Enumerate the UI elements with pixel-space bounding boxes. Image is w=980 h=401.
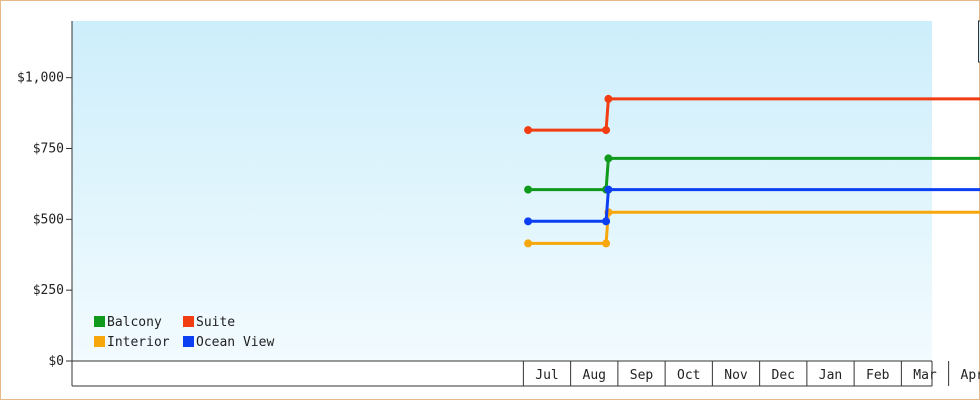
series-point xyxy=(604,186,612,194)
x-tick-label: Jul xyxy=(535,368,558,383)
y-tick-label: $750 xyxy=(33,142,64,157)
x-tick-label: Nov xyxy=(724,368,748,383)
legend-swatch xyxy=(94,316,105,327)
series-point xyxy=(524,126,532,134)
series-point xyxy=(602,126,610,134)
series-point xyxy=(524,239,532,247)
series-point xyxy=(602,217,610,225)
legend-label: Interior xyxy=(107,335,170,350)
x-tick-label: Dec xyxy=(772,368,795,383)
x-tick-label: Jan xyxy=(819,368,842,383)
series-point xyxy=(604,95,612,103)
legend-label: Ocean View xyxy=(196,335,274,350)
x-axis: JulAugSepOctNovDecJanFebMarAprMayJunJulA… xyxy=(72,361,980,386)
legend-swatch xyxy=(94,336,105,347)
y-tick-label: $500 xyxy=(33,212,64,227)
series-point xyxy=(524,186,532,194)
series-point xyxy=(604,154,612,162)
x-tick-label: Mar xyxy=(913,368,937,383)
y-tick-label: $250 xyxy=(33,283,64,298)
legend-label: Balcony xyxy=(107,315,162,330)
legend-swatch xyxy=(183,316,194,327)
x-tick-label: Oct xyxy=(677,368,700,383)
x-tick-label: Aug xyxy=(583,368,606,383)
y-tick-label: $0 xyxy=(48,354,64,369)
legend-label: Suite xyxy=(196,315,235,330)
series-point xyxy=(524,217,532,225)
legend-swatch xyxy=(183,336,194,347)
series-point xyxy=(602,239,610,247)
y-axis: $0 $250 $500 $750 $1,000 xyxy=(17,21,72,369)
x-tick-label: Sep xyxy=(630,368,654,383)
x-tick-label: Apr xyxy=(961,368,980,383)
x-tick-label: Feb xyxy=(866,368,890,383)
y-tick-label: $1,000 xyxy=(17,71,64,86)
